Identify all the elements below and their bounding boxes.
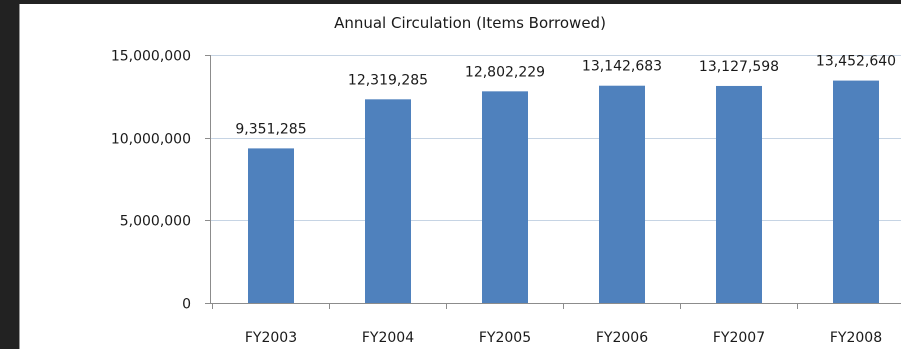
x-tick-label: FY2008 [830, 330, 882, 346]
bar [716, 85, 762, 303]
chart-title: Annual Circulation (Items Borrowed) [334, 14, 606, 32]
x-tick-label: FY2006 [596, 330, 648, 346]
y-tick-label: 0 [182, 297, 191, 313]
bar [482, 91, 528, 303]
chart-border [19, 4, 901, 349]
x-tick-label: FY2004 [362, 330, 414, 346]
data-label: 12,802,229 [465, 64, 545, 80]
x-tick-label: FY2007 [713, 330, 765, 346]
y-tick-label: 15,000,000 [111, 49, 191, 65]
bar [365, 99, 411, 303]
data-label: 13,452,640 [816, 54, 896, 70]
bar [599, 85, 645, 303]
data-label: 13,127,598 [699, 59, 779, 75]
data-label: 13,142,683 [582, 59, 662, 75]
y-tick-label: 5,000,000 [120, 214, 191, 230]
data-label: 12,319,285 [348, 72, 428, 88]
x-tick-label: FY2005 [479, 330, 531, 346]
y-tick-label: 10,000,000 [111, 132, 191, 148]
bar [833, 80, 879, 304]
x-tick-label: FY2003 [245, 330, 297, 346]
data-label: 9,351,285 [235, 121, 306, 137]
bar [248, 148, 294, 303]
